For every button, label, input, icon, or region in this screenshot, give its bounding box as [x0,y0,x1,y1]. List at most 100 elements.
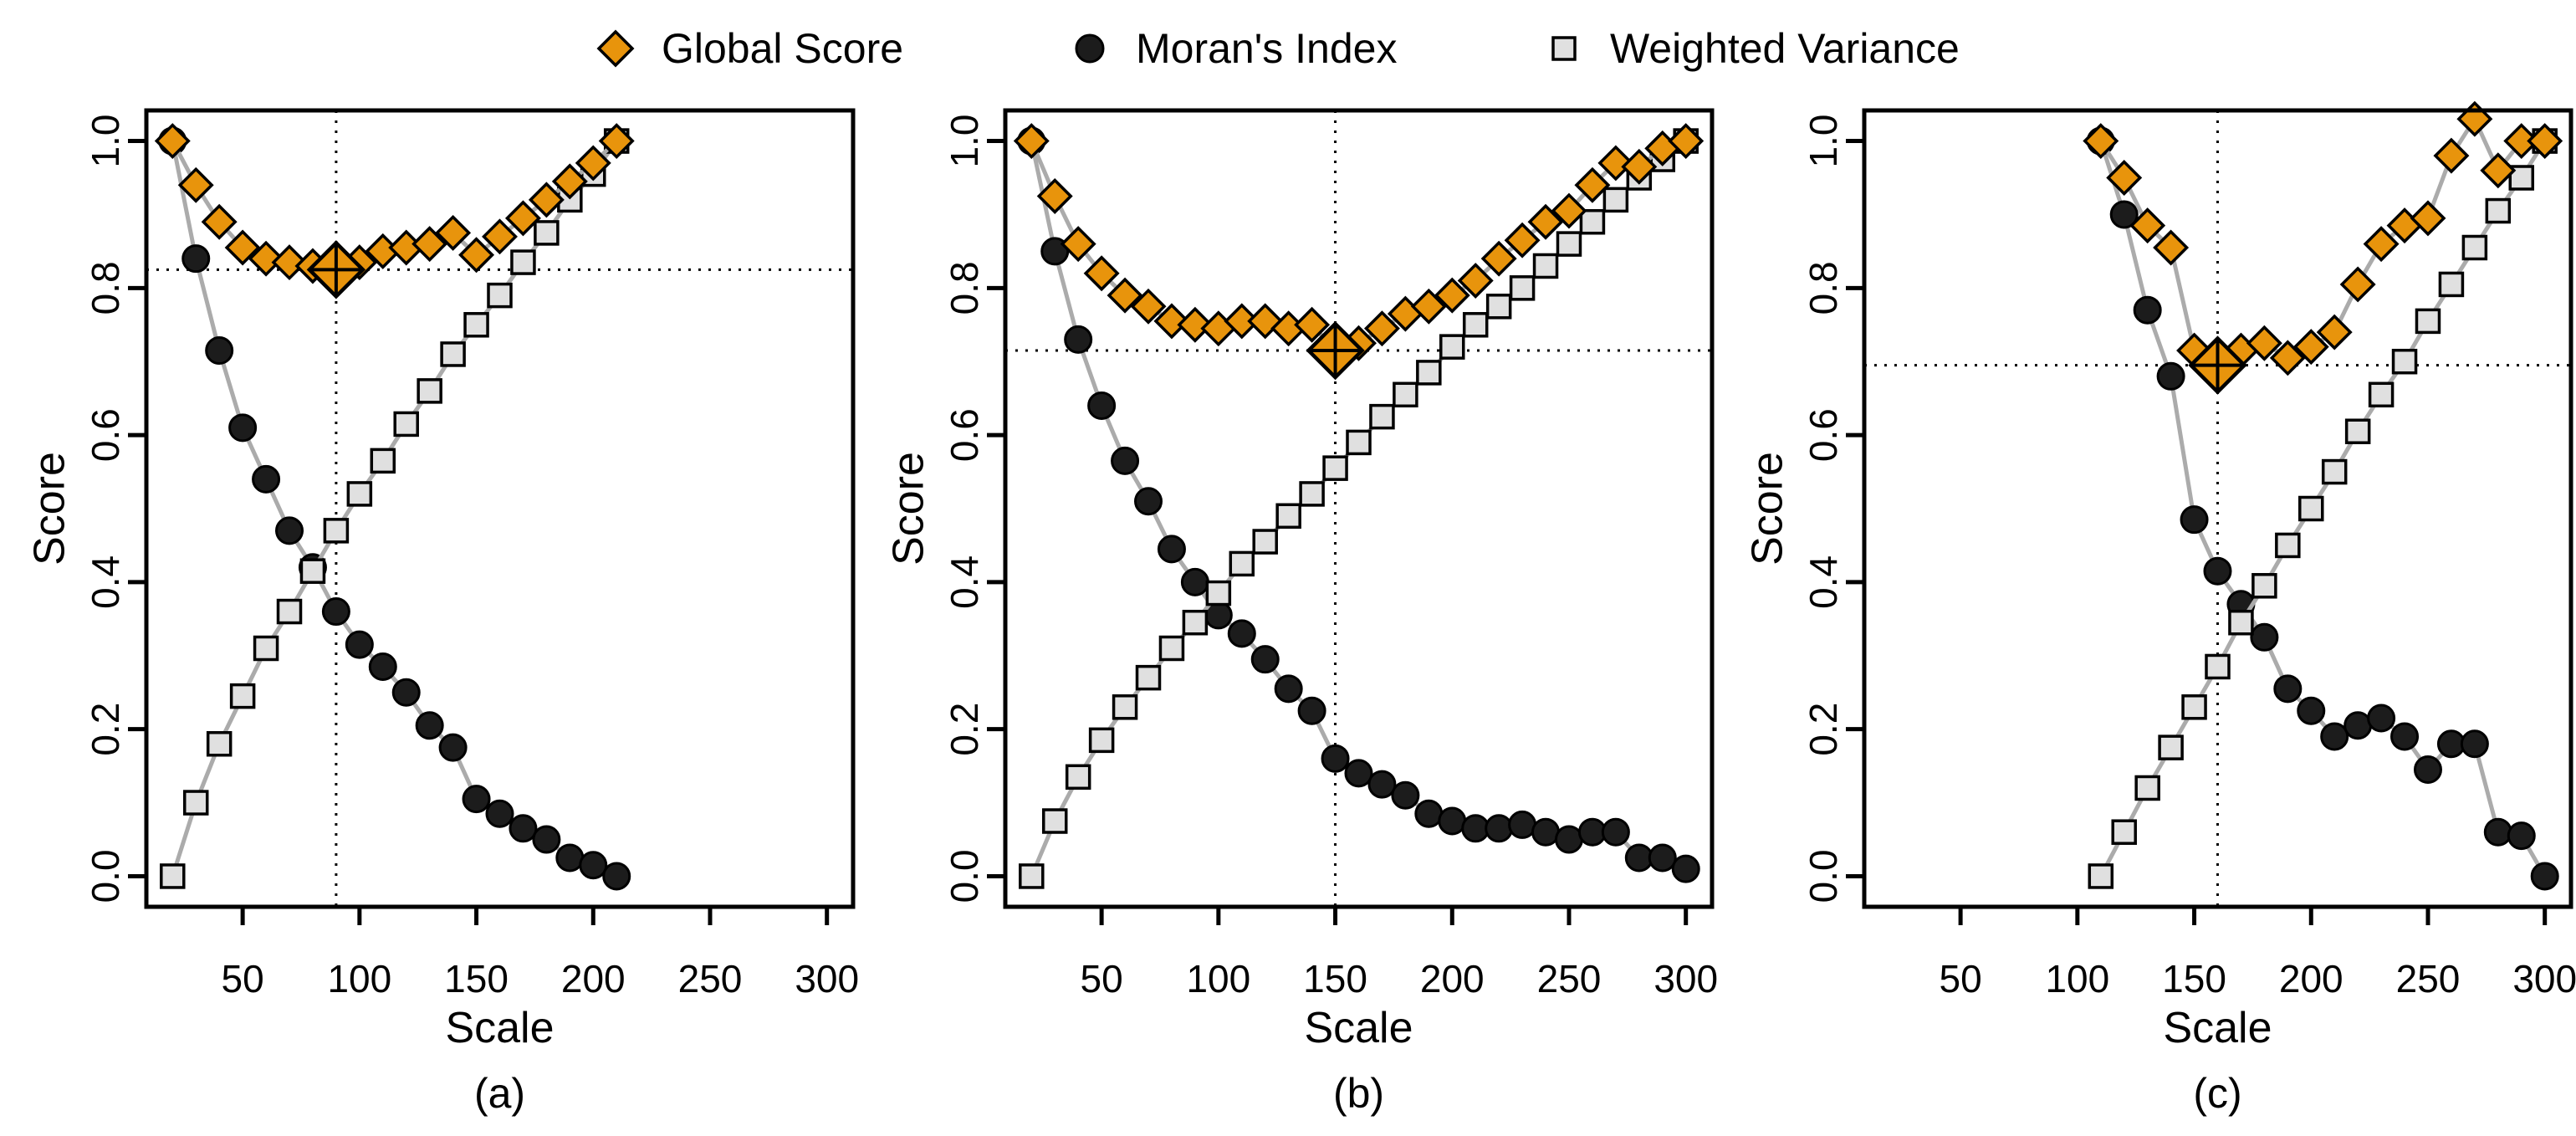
x-tick-label: 250 [1537,957,1602,1000]
weighted-variance-marker [2368,381,2395,408]
global-score-marker [435,214,472,251]
morans-index-marker [2273,674,2303,704]
weighted-variance-marker [2088,863,2114,889]
weighted-variance-marker [1322,455,1348,481]
morans-index-marker [1601,817,1630,847]
legend-label: Global Score [662,25,903,72]
morans-index-marker [1087,391,1117,420]
global-score-marker [2339,266,2376,303]
global-score-marker [1457,263,1494,299]
morans-index-marker [1577,817,1607,847]
legend-label: Moran's Index [1136,25,1397,72]
global-score-series [154,123,635,288]
morans-index-marker [1344,759,1373,788]
weighted-variance-marker [487,282,513,309]
legend-item-moran-s-index: Moran's Index [1075,25,1397,72]
y-tick-label: 0.6 [943,408,986,462]
morans-index-marker [2297,696,2326,725]
morans-index-marker [1321,744,1350,773]
optimum-marker [306,240,366,299]
global-score-marker [528,182,565,218]
global-score-marker [1224,303,1260,340]
weighted-variance-marker [346,481,373,507]
y-tick-label: 0.4 [943,555,986,609]
global-score-marker [1527,203,1564,240]
panel-a: 50 100 150 200 250 300 0.0 0.2 0.4 0.6 0.8 1.0 Scale… [26,108,859,1117]
x-tick-label: 200 [1420,957,1485,1000]
weighted-variance-marker [1299,481,1325,507]
global-score-marker [598,123,635,160]
morans-index-marker [532,825,561,854]
weighted-variance-marker [1439,334,1465,360]
weighted-variance-marker [1556,231,1582,257]
morans-index-marker [2133,295,2162,325]
morans-index-marker [1227,619,1256,648]
global-score-marker [1480,240,1517,277]
global-score-marker [2480,152,2517,189]
x-tick-label: 50 [1081,957,1123,1000]
weighted-variance-marker [1158,635,1185,662]
weighted-variance-marker [1205,580,1232,606]
global-score-marker [1597,145,1634,182]
circle-icon [1075,33,1105,64]
x-tick-label: 250 [678,957,743,1000]
morans-index-marker [1554,825,1583,854]
weighted-variance-marker [1252,529,1278,555]
morans-index-marker [1180,567,1209,596]
morans-index-marker [275,516,304,545]
global-score-marker [271,244,308,281]
plot-box [1862,108,2573,909]
y-tick-label: 0.2 [84,703,127,756]
morans-index-marker [2413,755,2442,785]
global-score-marker [411,226,448,263]
weighted-variance-marker [2438,271,2465,298]
weighted-variance-marker [1602,187,1629,213]
weighted-variance-series [2088,128,2558,889]
optimum-marker [1306,320,1365,381]
morans-index-marker [579,851,608,880]
weighted-variance-marker [1088,727,1115,754]
global-score-marker [1574,166,1611,203]
global-score-marker [1013,123,1050,160]
weighted-variance-marker [1135,664,1162,691]
square-icon [1551,36,1577,61]
morans-index-marker [2203,556,2232,586]
global-score-marker [551,163,588,200]
y-tick-label: 0.8 [943,261,986,315]
global-score-marker [248,240,284,277]
y-axis-title: Score [26,452,74,565]
morans-index-marker [2390,722,2420,751]
legend: Global Score Moran's Index Weighted Varian… [596,25,1960,72]
weighted-variance-marker [2344,418,2371,444]
weighted-variance-marker [2205,653,2231,680]
morans-index-marker [1064,325,1093,354]
weighted-variance-marker [2391,348,2418,375]
morans-index-marker [555,843,585,872]
panel-caption: (c) [2193,1070,2241,1117]
morans-index-marker [2460,729,2489,759]
global-score-marker [224,229,261,266]
morans-index-marker [1508,810,1537,839]
weighted-variance-marker [1065,764,1091,791]
weighted-variance-marker [1485,294,1512,320]
morans-index-marker [2343,711,2373,740]
morans-index-marker [1274,674,1303,704]
y-axis-title: Score [885,452,933,565]
weighted-variance-marker [1182,609,1209,636]
global-score-marker [2129,207,2166,244]
y-axis-title: Score [1744,452,1792,565]
y-tick-label: 0.6 [1802,408,1845,462]
weighted-variance-marker [1393,381,1418,408]
legend-label: Weighted Variance [1610,25,1960,72]
global-score-marker [1363,310,1400,347]
global-score-marker [1294,306,1331,343]
global-score-marker [2292,329,2329,366]
y-tick-label: 0.0 [84,849,127,903]
weighted-variance-marker [2158,734,2184,760]
weighted-variance-marker [1579,208,1606,235]
x-tick-label: 200 [2279,957,2343,1000]
morans-index-marker [391,678,421,707]
global-score-marker [2433,137,2470,174]
y-tick-label: 1.0 [943,115,986,168]
